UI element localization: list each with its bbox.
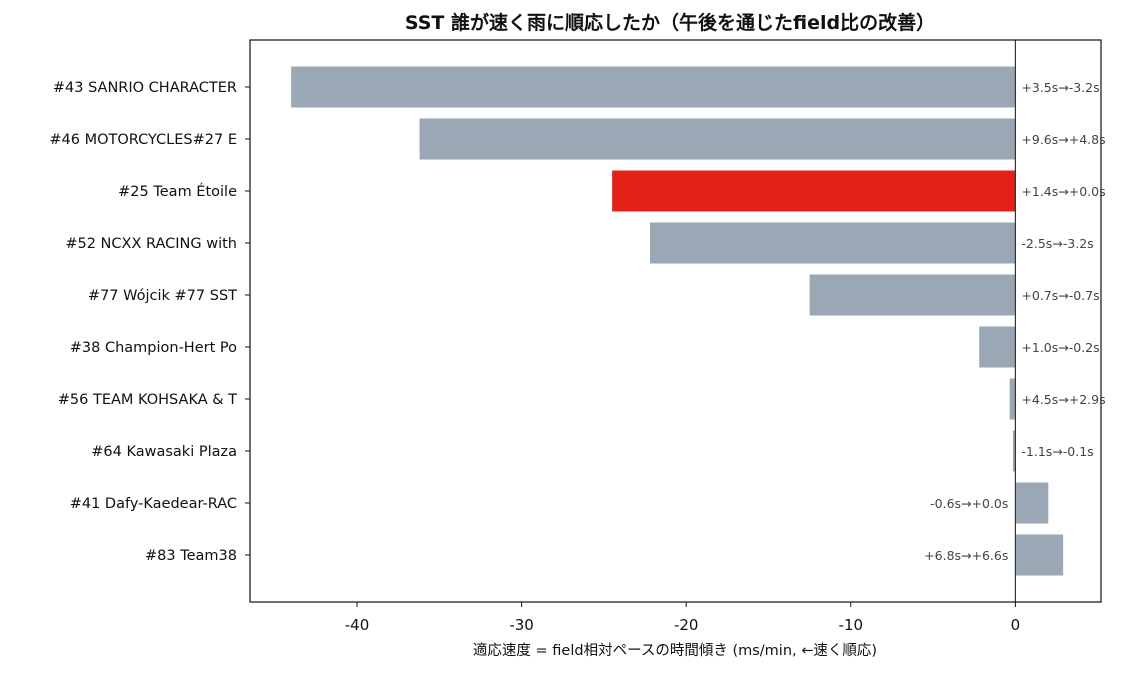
- plot-frame: [249, 39, 1102, 603]
- bar: [979, 326, 1016, 368]
- data-label: +6.8s→+6.6s: [924, 548, 1008, 563]
- bar: [291, 66, 1016, 108]
- x-tick-label: -30: [509, 616, 534, 634]
- data-label: -0.6s→+0.0s: [930, 496, 1008, 511]
- category-label: #52 NCXX RACING with: [65, 236, 237, 252]
- bar: [1012, 430, 1016, 472]
- data-label: +4.5s→+2.9s: [1021, 392, 1105, 407]
- x-tick-label: -40: [345, 616, 370, 634]
- data-label: -2.5s→-3.2s: [1021, 236, 1093, 251]
- category-label: #46 MOTORCYCLES#27 E: [49, 132, 237, 148]
- category-label: #25 Team Étoile: [118, 183, 237, 200]
- plot-marks: +3.5s→-3.2s +9.6s→+4.8s +1.4s→+0.0s -2.5s→-…: [49, 39, 1106, 634]
- x-tick-label: 0: [1011, 616, 1021, 634]
- category-label: #38 Champion-Hert Po: [70, 340, 237, 356]
- category-label: #43 SANRIO CHARACTER: [53, 80, 237, 96]
- bar: [419, 118, 1016, 160]
- bar: [809, 274, 1016, 316]
- data-label: -1.1s→-0.1s: [1021, 444, 1093, 459]
- x-tick-label: -20: [674, 616, 699, 634]
- bar: [1015, 534, 1064, 576]
- data-label: +3.5s→-3.2s: [1021, 80, 1099, 95]
- data-label: +1.4s→+0.0s: [1021, 184, 1105, 199]
- data-label: +1.0s→-0.2s: [1021, 340, 1099, 355]
- chart-title: SST 誰が速く雨に順応したか（午後を通じたfield比の改善）: [405, 11, 935, 34]
- category-label: #41 Dafy-Kaedear-RAC: [70, 496, 237, 512]
- category-label: #77 Wójcik #77 SST: [88, 288, 237, 304]
- category-label: #83 Team38: [145, 548, 237, 564]
- bar: [649, 222, 1016, 264]
- bar: [612, 170, 1016, 212]
- category-label: #56 TEAM KOHSAKA & T: [58, 392, 237, 408]
- x-tick-label: -10: [839, 616, 864, 634]
- data-label: +0.7s→-0.7s: [1021, 288, 1099, 303]
- x-axis-title: 適応速度 = field相対ペースの時間傾き (ms/min, ←速く順応): [473, 641, 877, 659]
- data-label: +9.6s→+4.8s: [1021, 132, 1105, 147]
- bar: [1015, 482, 1049, 524]
- bar: [1009, 378, 1016, 420]
- category-label: #64 Kawasaki Plaza: [91, 444, 237, 460]
